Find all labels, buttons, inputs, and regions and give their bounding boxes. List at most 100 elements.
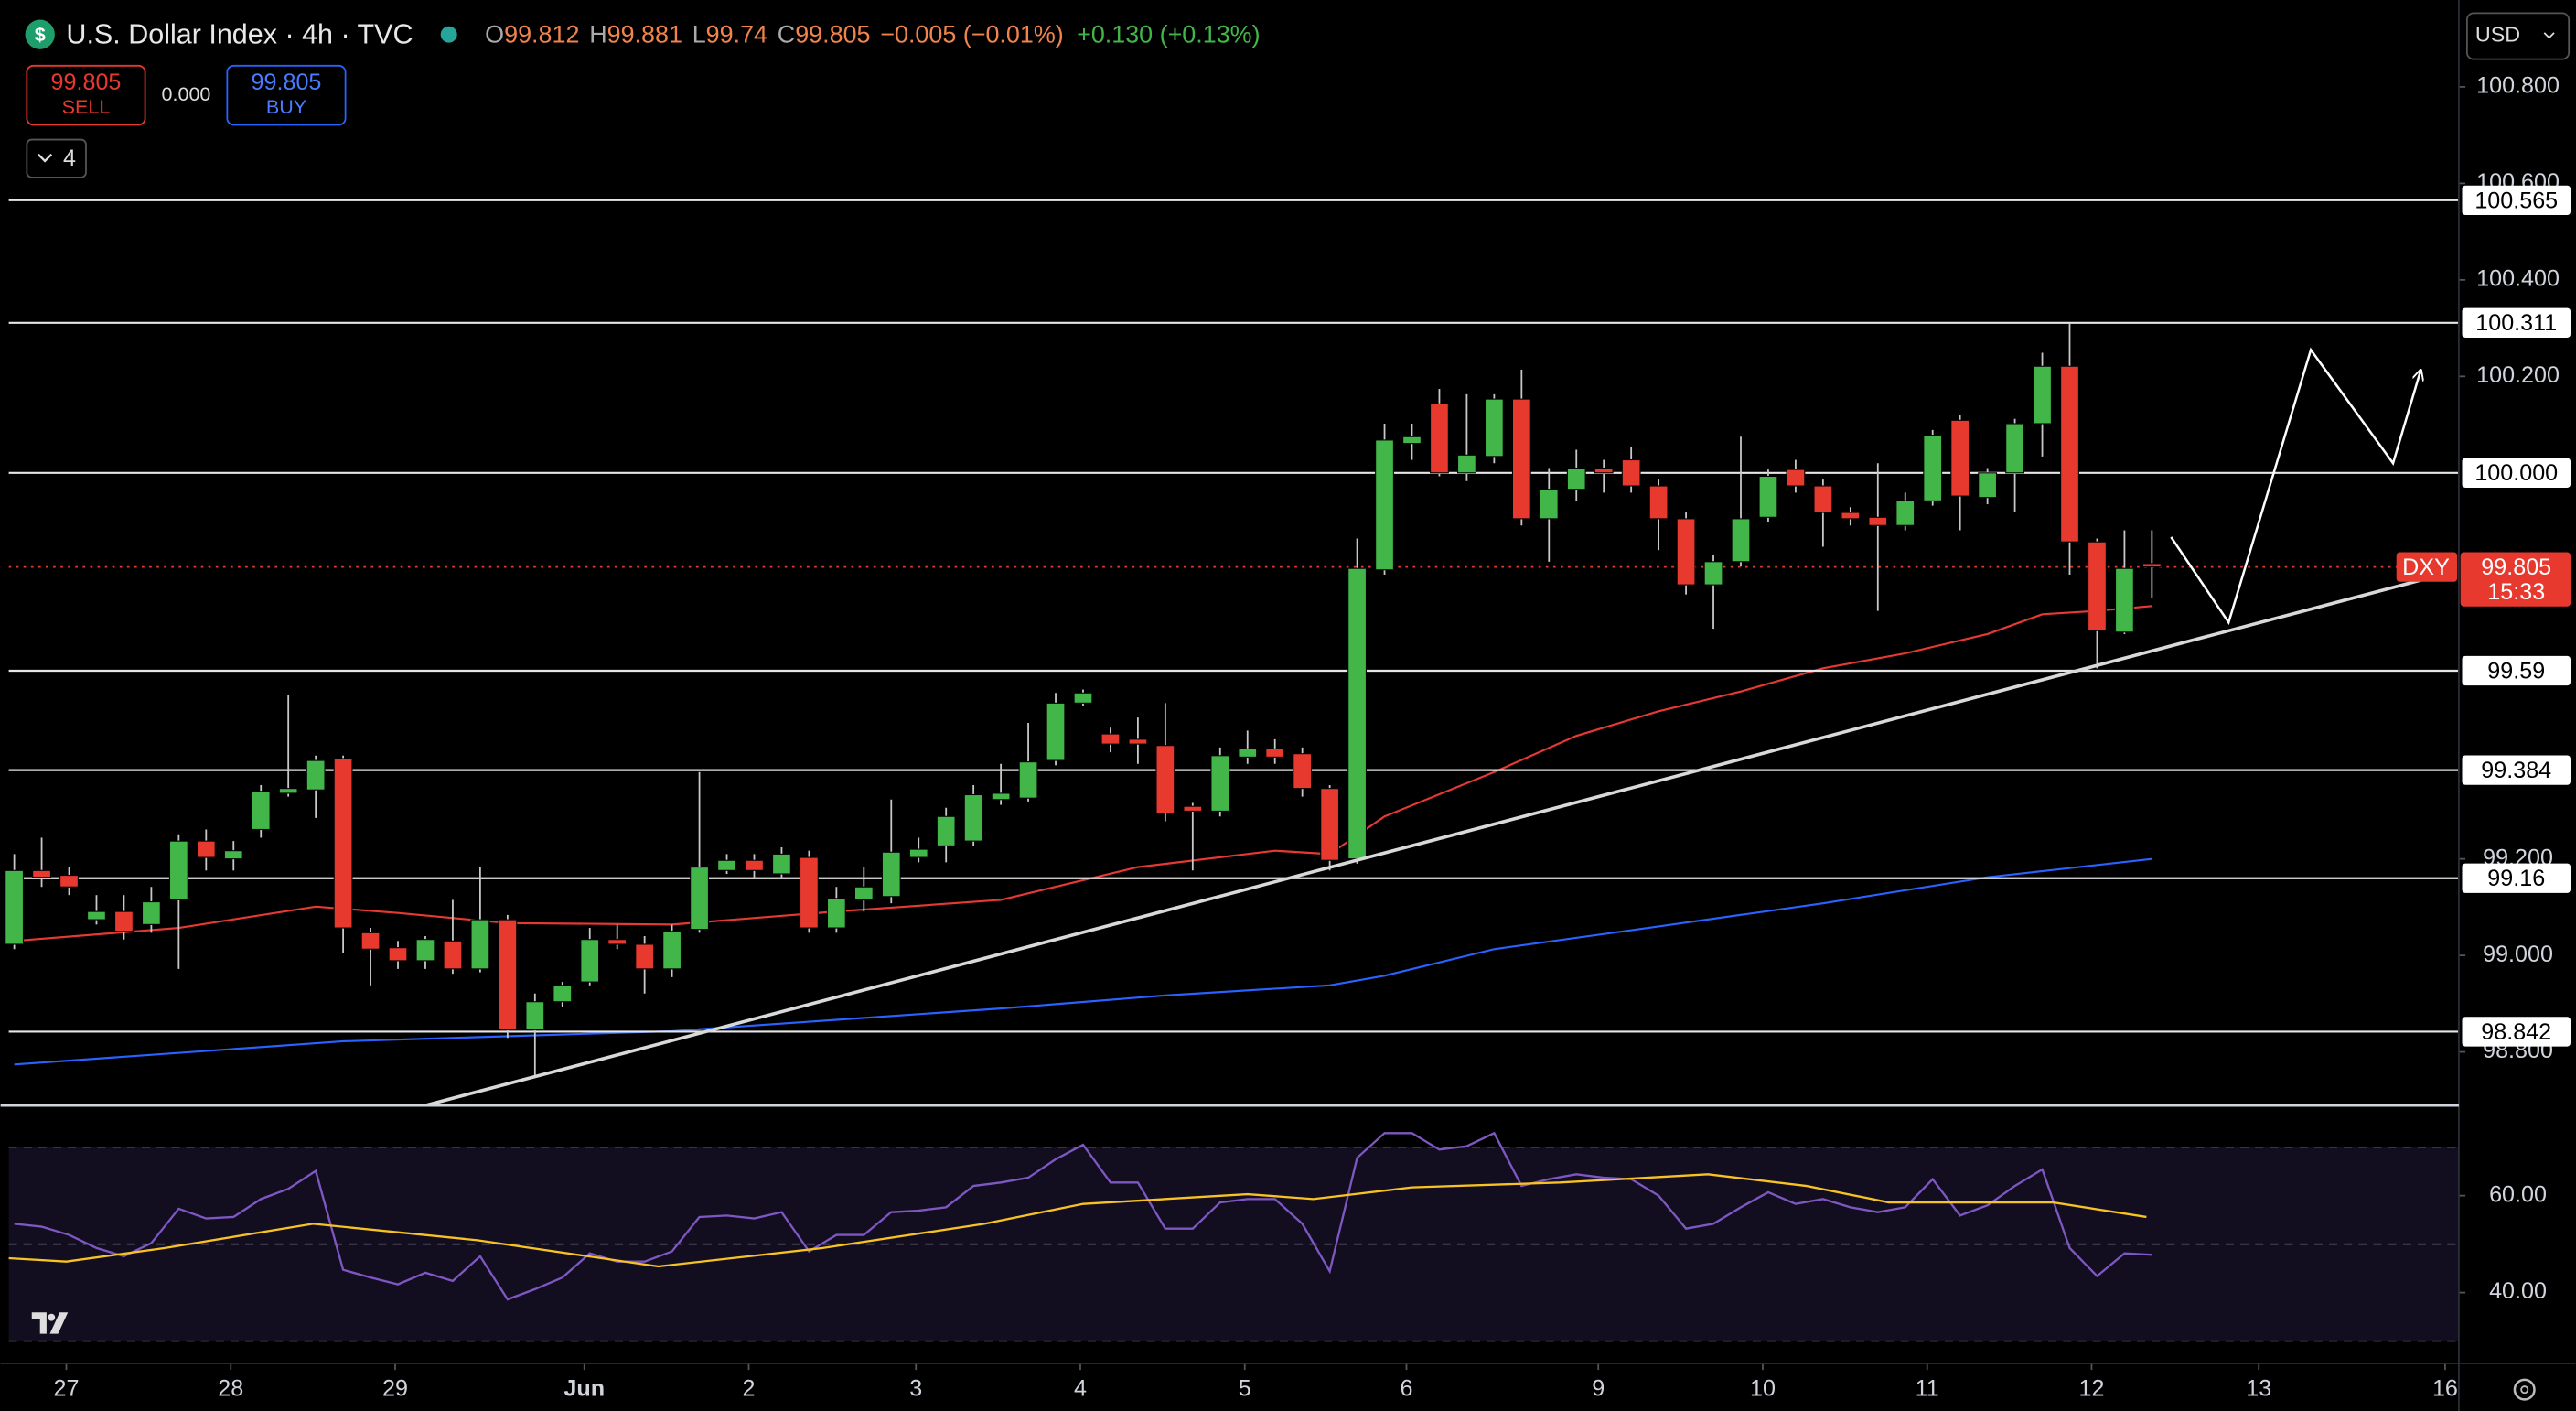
- candle-body: [388, 947, 408, 962]
- tv-logo: [31, 1312, 69, 1334]
- candle-body: [1648, 485, 1669, 520]
- currency[interactable]: USD: [2475, 23, 2520, 47]
- candle-body: [1813, 485, 1833, 513]
- x-tick-label: 13: [2246, 1375, 2271, 1401]
- candle-body: [1430, 403, 1449, 474]
- level-label-box: [2462, 185, 2571, 216]
- back-layer: 98.80099.00099.200100.200100.400100.6001…: [8, 73, 2560, 1401]
- candle-body: [963, 793, 983, 842]
- candle-body: [553, 985, 573, 1003]
- indicator-box[interactable]: [26, 138, 87, 178]
- buy-button[interactable]: 99.805 BUY: [226, 64, 347, 126]
- candle-body: [1293, 753, 1313, 790]
- buy-label[interactable]: BUY: [266, 96, 306, 118]
- currency-box[interactable]: [2465, 12, 2571, 60]
- low-label: L: [692, 21, 706, 48]
- sell-button[interactable]: 99.805 SELL: [26, 64, 146, 126]
- candle-body: [1731, 518, 1751, 563]
- y-tick-label: 40.00: [2489, 1278, 2547, 1304]
- countdown: 15:33: [2487, 579, 2545, 605]
- settings-icon[interactable]: [2513, 1378, 2536, 1401]
- x-tick-label: 3: [909, 1375, 922, 1401]
- candle-body: [1210, 755, 1230, 812]
- buy-price[interactable]: 99.805: [252, 70, 322, 95]
- candle-body: [1566, 467, 1586, 490]
- level-label-box: [2462, 755, 2571, 785]
- candle-body: [1950, 419, 1970, 497]
- candle-body: [360, 932, 381, 950]
- high-value: 99.881: [607, 21, 682, 48]
- level-label: 100.000: [2474, 460, 2558, 486]
- candle-body: [635, 943, 655, 970]
- currency-select[interactable]: USD: [2465, 12, 2571, 60]
- candle-body: [2005, 423, 2024, 474]
- indicator-toggle[interactable]: 4: [26, 138, 87, 178]
- gear[interactable]: [2513, 1378, 2536, 1401]
- candle-body: [1238, 748, 1258, 758]
- candle-body: [1539, 489, 1559, 520]
- x-tick-label: 5: [1239, 1375, 1251, 1401]
- candle-body: [2141, 563, 2162, 568]
- x-tick-label: 10: [1750, 1375, 1776, 1401]
- candle-body: [1703, 561, 1723, 586]
- mark-layer: [5, 323, 2162, 1301]
- sell-box[interactable]: [26, 64, 146, 126]
- x-tick-label: 29: [382, 1375, 408, 1401]
- candle-body: [717, 859, 736, 871]
- candle-body: [223, 850, 243, 860]
- symbol-tag: DXY: [2402, 555, 2450, 580]
- candle-body: [1786, 469, 1806, 487]
- candle-body: [525, 1001, 545, 1030]
- candle-body: [196, 840, 216, 858]
- candle-body: [415, 939, 435, 962]
- indicator-count[interactable]: 4: [63, 145, 76, 171]
- y-tick-label: 100.200: [2476, 362, 2560, 388]
- buy-box[interactable]: [226, 64, 347, 126]
- sell-label[interactable]: SELL: [62, 96, 111, 118]
- level-label-box: [2462, 863, 2571, 893]
- candle-body: [168, 840, 188, 901]
- candle-body: [1484, 398, 1504, 458]
- candle-body: [1018, 761, 1038, 799]
- candle-body: [5, 869, 25, 945]
- x-tick-label: 2: [743, 1375, 756, 1401]
- candle-body: [908, 848, 928, 858]
- y-tick-label: 100.800: [2476, 73, 2560, 99]
- level-label: 99.384: [2481, 758, 2551, 783]
- level-label-box: [2462, 1017, 2571, 1047]
- rsi-line: [8, 1173, 2147, 1268]
- level-label: 99.59: [2487, 658, 2545, 684]
- chevron[interactable]: [2543, 32, 2555, 39]
- candle-body: [772, 853, 791, 875]
- candle-body: [278, 788, 298, 794]
- candle-body: [1046, 702, 1066, 761]
- open-label: O: [485, 21, 504, 48]
- candle-body: [1978, 472, 1998, 499]
- candle-body: [141, 901, 161, 925]
- candle-body: [853, 886, 874, 901]
- candle-body: [59, 875, 79, 888]
- candle-body: [690, 867, 709, 931]
- level-label-box: [2462, 458, 2571, 488]
- candle-body: [881, 851, 901, 898]
- candle-body: [745, 859, 764, 871]
- open-value: 99.812: [504, 21, 579, 48]
- gear-hub[interactable]: [2520, 1385, 2529, 1395]
- sell-price[interactable]: 99.805: [51, 70, 122, 95]
- x-tick-label: 28: [218, 1375, 243, 1401]
- rsi-line: [14, 1131, 2152, 1301]
- candle-body: [607, 939, 628, 945]
- logo-shape: [31, 1312, 69, 1334]
- candle-body: [306, 759, 326, 791]
- close-label: C: [778, 21, 795, 48]
- level-label-box: [2462, 655, 2571, 686]
- candle-body: [1375, 439, 1394, 571]
- candle-body: [1073, 692, 1093, 704]
- x-tick-label: 12: [2078, 1375, 2104, 1401]
- trendline: [424, 576, 2430, 1106]
- x-tick-label: 4: [1074, 1375, 1087, 1401]
- chevron[interactable]: [38, 153, 53, 163]
- candle-body: [936, 815, 956, 846]
- candle-body: [2060, 365, 2079, 543]
